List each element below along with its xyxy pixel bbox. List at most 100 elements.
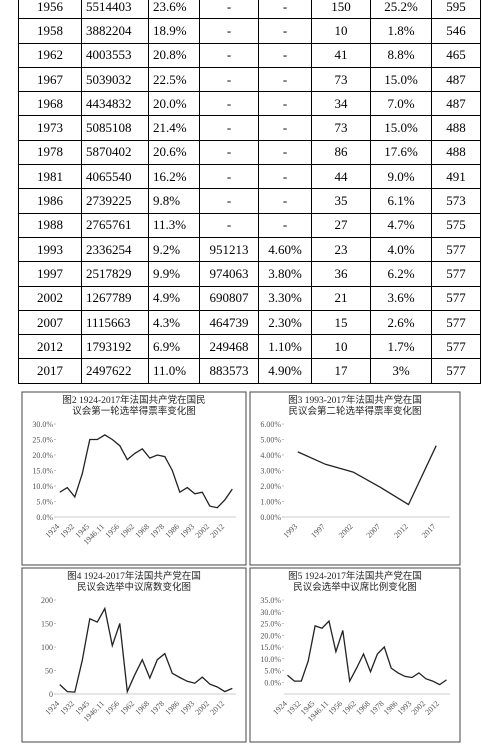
table-cell: -	[258, 115, 312, 141]
table-cell: 73	[311, 66, 371, 93]
y-tick-label: 150	[41, 620, 53, 629]
table-cell: 6.9%	[148, 334, 200, 360]
table-row: 1956 5514403 23.6% - -150 25.2% 595	[18, 0, 481, 20]
table-cell: 1956	[18, 0, 82, 20]
table-cell: 1.10%	[258, 334, 312, 360]
y-tick-label: 15.0%	[32, 467, 53, 476]
chart-title: 图3 1993-2017年法国共产党在国	[288, 394, 422, 406]
table-cell: 3.80%	[258, 261, 312, 287]
table-cell: 2336254	[81, 236, 149, 263]
y-tick-label: 5.00%	[260, 436, 281, 445]
table-cell: 4003553	[81, 42, 149, 68]
y-tick-label: 0	[49, 690, 53, 699]
chart-frame	[249, 567, 461, 743]
table-cell: 465	[431, 42, 481, 68]
chart-frame	[21, 567, 247, 743]
data-table: 1956 5514403 23.6% - -150 25.2% 595 1958 3882204…	[18, 0, 481, 384]
line	[287, 619, 447, 686]
y-tick-label: 6.00%	[260, 420, 281, 429]
table-cell: 1962	[18, 42, 82, 68]
table-cell: 16.2%	[148, 164, 200, 190]
y-tick-label: 5.0%	[36, 498, 53, 507]
table-cell: 1958	[18, 18, 82, 44]
table-cell: 20.6%	[148, 139, 200, 166]
table-cell: 5870402	[81, 139, 149, 166]
table-cell: 1793192	[81, 334, 149, 360]
table-cell: 73	[311, 115, 371, 141]
table-row: 1978 5870402 20.6% - -86 17.6% 488	[18, 139, 481, 166]
table-row: 1967 5039032 22.5% - -73 15.0% 487	[18, 66, 481, 93]
table-cell: 577	[431, 334, 481, 360]
y-tick-label: 100	[41, 643, 53, 652]
table-cell: 9.2%	[148, 236, 200, 263]
line	[297, 445, 437, 506]
y-tick-label: 10.0%	[260, 655, 281, 664]
y-tick-label: 25.0%	[260, 620, 281, 629]
table-cell: -	[258, 66, 312, 93]
table-cell: 36	[311, 261, 371, 287]
table-cell: 488	[431, 139, 481, 166]
table-cell: 2012	[18, 334, 82, 360]
table-row: 1993 2336254 9.2% 951213 4.60% 23 4.0% 577	[18, 236, 481, 263]
table-cell: 20.8%	[148, 42, 200, 68]
table-row: 1997 2517829 9.9% 974063 3.80% 36 6.2% 577	[18, 261, 481, 287]
table-row: 1968 4434832 20.0% - -34 7.0% 487	[18, 91, 481, 117]
table-cell: -	[199, 115, 259, 141]
table-cell: 3%	[370, 358, 432, 384]
table-row: 2012 1793192 6.9% 249468 1.10% 10 1.7% 577	[18, 334, 481, 360]
table-cell: 23.6%	[148, 0, 200, 20]
table-cell: 2007	[18, 309, 82, 336]
table-cell: 575	[431, 212, 481, 238]
table-cell: 11.3%	[148, 212, 200, 238]
y-tick-label: 25.0%	[32, 436, 53, 445]
table-cell: -	[199, 42, 259, 68]
table-cell: 2.6%	[370, 309, 432, 336]
table-row: 1981 4065540 16.2% - -44 9.0% 491	[18, 164, 481, 190]
y-tick-label: 3.00%	[260, 467, 281, 476]
table-cell: 22.5%	[148, 66, 200, 93]
table-cell: 25.2%	[370, 0, 432, 20]
table-cell: 15	[311, 309, 371, 336]
table-cell: 41	[311, 42, 371, 68]
y-tick-label: 30.0%	[32, 420, 53, 429]
table-row: 2002 1267789 4.9% 690807 3.30% 21 3.6% 577	[18, 285, 481, 311]
table-cell: 487	[431, 91, 481, 117]
table-cell: 974063	[199, 261, 259, 287]
table-cell: 4.90%	[258, 358, 312, 384]
table-cell: 2.30%	[258, 309, 312, 336]
table-cell: 7.0%	[370, 91, 432, 117]
table-cell: 150	[311, 0, 371, 20]
table-cell: -	[258, 139, 312, 166]
table-cell: 1968	[18, 91, 82, 117]
table-cell: 15.0%	[370, 115, 432, 141]
table-cell: 4434832	[81, 91, 149, 117]
table-cell: 9.8%	[148, 188, 200, 214]
y-tick-label: 35.0%	[260, 596, 281, 605]
chart-title: 图5 1924-2017年法国共产党在国	[288, 570, 422, 582]
table-cell: 11.0%	[148, 358, 200, 384]
chart-title: 议会第一轮选举得票率变化图	[72, 405, 196, 417]
table-cell: 1267789	[81, 285, 149, 311]
y-tick-label: 2.00%	[260, 482, 281, 491]
table-cell: 20.0%	[148, 91, 200, 117]
table-cell: 8.8%	[370, 42, 432, 68]
line	[59, 606, 233, 695]
table-cell: 4.3%	[148, 309, 200, 336]
table-row: 2007 1115663 4.3% 464739 2.30% 15 2.6% 577	[18, 309, 481, 336]
table-cell: 577	[431, 261, 481, 287]
table-cell: 10	[311, 334, 371, 360]
table-cell: 1993	[18, 236, 82, 263]
table-cell: 4.0%	[370, 236, 432, 263]
table-cell: 577	[431, 236, 481, 263]
chart-title: 民议会选举中议席比例变化图	[293, 581, 417, 593]
table-cell: 595	[431, 0, 481, 20]
table-cell: 487	[431, 66, 481, 93]
table-row: 2017 2497622 11.0% 883573 4.90% 17 3% 577	[18, 358, 481, 384]
chart-title: 民议会选举中议席数变化图	[77, 581, 191, 593]
table-cell: 577	[431, 309, 481, 336]
table-cell: 577	[431, 285, 481, 311]
table-row: 1973 5085108 21.4% - -73 15.0% 488	[18, 115, 481, 141]
table-cell: 4.7%	[370, 212, 432, 238]
table-cell: 3.6%	[370, 285, 432, 311]
